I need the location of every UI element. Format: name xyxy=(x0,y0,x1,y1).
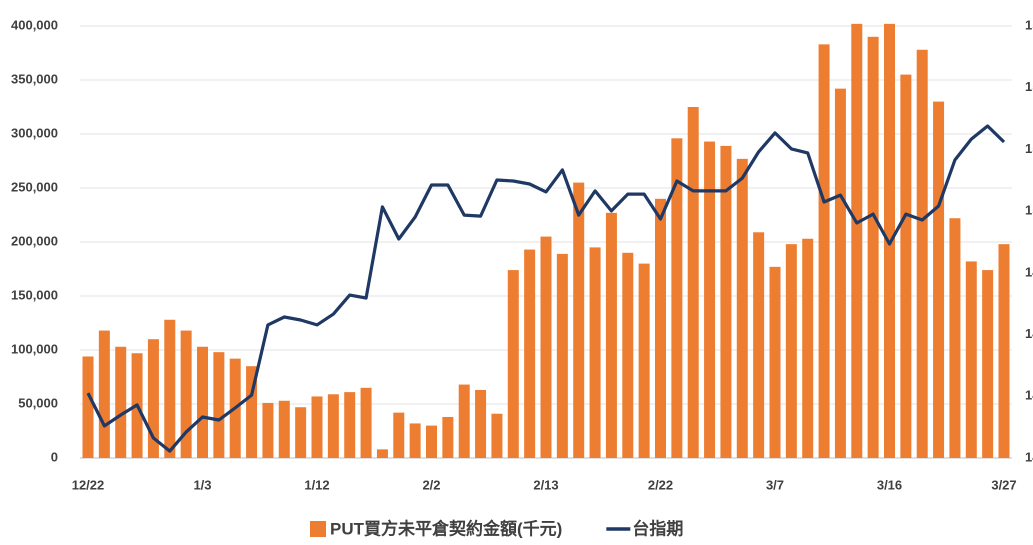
bar xyxy=(556,253,568,458)
y2-tick-label: 14,250 xyxy=(1025,388,1033,403)
y-tick-label: 400,000 xyxy=(11,17,58,32)
x-tick-label: 2/2 xyxy=(422,477,440,492)
bar xyxy=(262,402,274,458)
bar xyxy=(491,413,503,458)
y2-tick-label: 15,000 xyxy=(1025,203,1033,218)
bar xyxy=(442,416,454,458)
bar xyxy=(147,339,159,458)
y-tick-label: 150,000 xyxy=(11,287,58,302)
y2-tick-label: 15,250 xyxy=(1025,141,1033,156)
y2-tick-label: 14,500 xyxy=(1025,326,1033,341)
x-tick-label: 3/27 xyxy=(991,477,1016,492)
bar xyxy=(834,88,846,458)
y-tick-label: 100,000 xyxy=(11,341,58,356)
x-tick-label: 3/16 xyxy=(877,477,902,492)
bar xyxy=(475,389,487,458)
bar xyxy=(900,74,912,458)
bar xyxy=(753,232,765,458)
bar xyxy=(949,218,961,458)
bar xyxy=(98,330,110,458)
bar xyxy=(982,270,994,458)
bar xyxy=(115,346,127,458)
bar xyxy=(344,392,356,458)
bar xyxy=(507,270,519,458)
bar xyxy=(802,238,814,458)
bar xyxy=(769,266,781,458)
bar xyxy=(524,249,536,458)
legend-label: PUT買方未平倉契約金額(千元) xyxy=(330,518,562,538)
y-tick-label: 350,000 xyxy=(11,71,58,86)
bar xyxy=(589,247,601,458)
bar xyxy=(704,141,716,458)
x-tick-label: 2/22 xyxy=(648,477,673,492)
bar xyxy=(197,346,208,458)
bar xyxy=(638,263,650,458)
bar xyxy=(295,407,307,458)
bar xyxy=(360,387,372,458)
bar xyxy=(573,182,585,458)
labels: 0 50,000 100,000 150,000 200,000 250,000 300,0… xyxy=(11,17,1033,492)
bar xyxy=(311,396,323,458)
legend: PUT買方未平倉契約金額(千元) 台指期 xyxy=(310,518,683,538)
y-tick-label: 250,000 xyxy=(11,179,58,194)
bar xyxy=(426,425,437,458)
bar xyxy=(246,366,258,458)
bar xyxy=(867,36,879,459)
bar xyxy=(736,158,748,458)
bar xyxy=(720,145,732,458)
bar xyxy=(213,352,225,458)
x-tick-label: 3/7 xyxy=(766,477,784,492)
bar xyxy=(687,107,699,458)
bar xyxy=(933,101,945,458)
x-tick-label: 2/13 xyxy=(533,477,558,492)
x-tick-label: 12/22 xyxy=(72,477,105,492)
bar xyxy=(998,244,1010,458)
y-tick-label: 50,000 xyxy=(18,395,58,410)
bar xyxy=(671,138,683,458)
bar xyxy=(409,423,421,458)
bar xyxy=(622,252,634,458)
bar xyxy=(655,198,666,459)
y2-tick-label: 14,750 xyxy=(1025,264,1033,279)
bar xyxy=(164,319,176,458)
y-tick-label: 300,000 xyxy=(11,125,58,140)
bar xyxy=(540,236,552,458)
line xyxy=(86,124,1006,453)
bar xyxy=(278,400,290,458)
bar xyxy=(82,356,94,458)
bar xyxy=(851,23,863,459)
bar xyxy=(965,261,977,458)
bar xyxy=(818,44,830,459)
y2-tick-label: 15,750 xyxy=(1025,17,1033,32)
y-tick-label: 0 xyxy=(51,449,58,464)
bar xyxy=(180,330,192,458)
x-tick-label: 1/3 xyxy=(193,477,211,492)
bar xyxy=(605,212,617,458)
bar xyxy=(458,384,470,458)
y2-tick-label: 14,000 xyxy=(1025,449,1033,464)
y-tick-label: 200,000 xyxy=(11,233,58,248)
marks xyxy=(82,23,1010,459)
y2-tick-label: 15,500 xyxy=(1025,79,1033,94)
legend-label: 台指期 xyxy=(632,518,683,538)
x-tick-label: 1/12 xyxy=(304,477,329,492)
bar xyxy=(785,244,797,458)
legend-swatch xyxy=(310,521,326,537)
bar xyxy=(327,394,339,458)
bar xyxy=(376,449,388,458)
bar xyxy=(916,49,928,458)
bar xyxy=(393,412,405,458)
